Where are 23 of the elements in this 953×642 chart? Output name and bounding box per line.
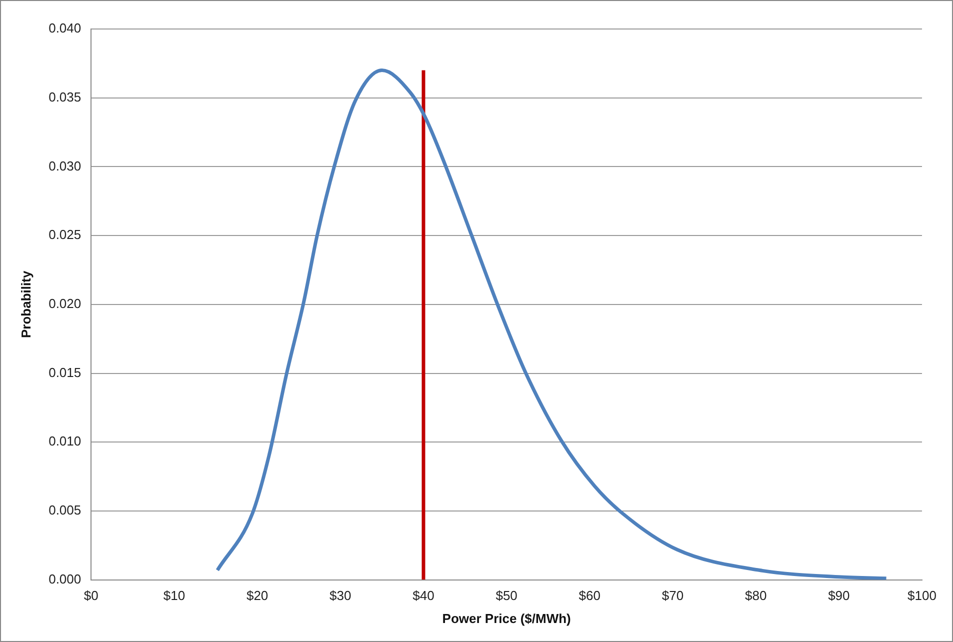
x-tick-label: $70	[662, 588, 684, 604]
y-tick-label: 0.005	[48, 502, 82, 518]
y-axis-title: Probability	[18, 270, 34, 338]
y-tick-label: 0.030	[48, 158, 82, 174]
x-tick-label: $20	[246, 588, 268, 604]
x-tick-label: $0	[84, 588, 98, 604]
x-tick-label: $10	[163, 588, 186, 604]
x-tick-label: $90	[828, 588, 850, 604]
x-tick-label: $100	[908, 588, 936, 604]
x-axis-title: Power Price ($/MWh)	[442, 610, 571, 626]
y-tick-label: 0.035	[48, 89, 82, 104]
y-tick-label: 0.010	[48, 434, 82, 449]
x-tick-label: $80	[744, 588, 767, 604]
y-tick-label: 0.025	[48, 227, 82, 242]
x-tick-label: $40	[412, 588, 434, 604]
x-tick-label: $60	[578, 588, 601, 604]
y-tick-label: 0.015	[48, 364, 82, 380]
line-series	[216, 68, 888, 580]
y-tick-label: 0.020	[48, 296, 82, 311]
x-tick-label: $30	[330, 588, 352, 604]
y-tick-label: 0.040	[48, 20, 82, 36]
y-tick-label: 0.000	[48, 571, 82, 586]
x-tick-label: $50	[496, 588, 518, 604]
